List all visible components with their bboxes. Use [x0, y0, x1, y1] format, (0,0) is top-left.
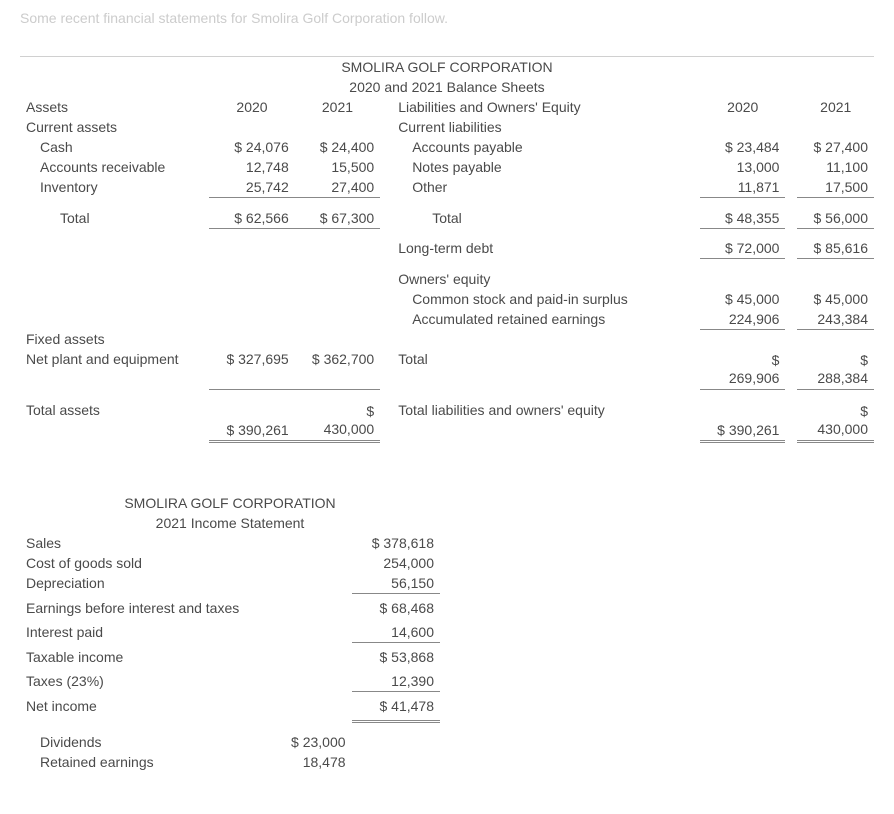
tloe-label: Total liabilities and owners' equity	[392, 400, 670, 442]
tax-label: Taxes (23%)	[20, 671, 258, 692]
cs-label: Common stock and paid-in surplus	[392, 289, 670, 309]
other-2020: 11,871	[700, 177, 785, 198]
other-2021: 17,500	[797, 177, 874, 198]
is-subtitle: 2021 Income Statement	[20, 513, 440, 533]
year-2020-left: 2020	[209, 97, 294, 117]
re-val: 18,478	[272, 752, 351, 772]
ltd-2021: $ 85,616	[797, 238, 874, 259]
oe-label: Owners' equity	[392, 269, 670, 289]
int-val: 14,600	[352, 622, 440, 643]
cash-2021: $ 24,400	[295, 137, 380, 157]
bs-subtitle: 2020 and 2021 Balance Sheets	[20, 77, 874, 97]
sales-label: Sales	[20, 533, 258, 553]
ta-2020: $ 390,261	[209, 400, 294, 442]
cl-total-2021: $ 56,000	[797, 208, 874, 229]
current-liab-label: Current liabilities	[392, 117, 670, 137]
inv-2021: 27,400	[295, 177, 380, 198]
tloe-2021-pre: $	[803, 402, 868, 420]
ti-label: Taxable income	[20, 643, 258, 672]
ar-2021: 15,500	[295, 157, 380, 177]
inv-2020: 25,742	[209, 177, 294, 198]
income-statement-table: SMOLIRA GOLF CORPORATION 2021 Income Sta…	[20, 493, 440, 772]
ap-label: Accounts payable	[392, 137, 670, 157]
npe-2020: $ 327,695	[209, 349, 294, 390]
ni-label: Net income	[20, 692, 258, 722]
oe-total-2021-cell: $ 288,384	[797, 349, 874, 390]
ebit-label: Earnings before interest and taxes	[20, 594, 258, 623]
ltd-label: Long-term debt	[392, 238, 670, 259]
ti-val: $ 53,868	[352, 643, 440, 672]
div-val: $ 23,000	[272, 732, 351, 752]
ap-2020: $ 23,484	[700, 137, 785, 157]
np-label: Notes payable	[392, 157, 670, 177]
are-label: Accumulated retained earnings	[392, 309, 670, 330]
year-2020-right: 2020	[700, 97, 785, 117]
re-label: Retained earnings	[20, 752, 258, 772]
sales-val: $ 378,618	[352, 533, 440, 553]
cash-2020: $ 24,076	[209, 137, 294, 157]
cogs-label: Cost of goods sold	[20, 553, 258, 573]
cogs-val: 254,000	[352, 553, 440, 573]
npe-label: Net plant and equipment	[20, 349, 209, 390]
ca-total-label: Total	[20, 208, 209, 229]
liab-header: Liabilities and Owners' Equity	[392, 97, 670, 117]
oe-total-2020-cell: $ 269,906	[700, 349, 785, 390]
oe-total-2020: 269,906	[706, 369, 779, 387]
cs-2021: $ 45,000	[797, 289, 874, 309]
oe-total-2021-pre: $	[803, 351, 868, 369]
assets-header: Assets	[20, 97, 209, 117]
balance-sheet-table: SMOLIRA GOLF CORPORATION 2020 and 2021 B…	[20, 56, 874, 443]
npe-2021: $ 362,700	[295, 349, 380, 390]
tax-val: 12,390	[352, 671, 440, 692]
cl-total-2020: $ 48,355	[700, 208, 785, 229]
ta-2021-cell: $ 430,000	[295, 400, 380, 442]
ta-2021: 430,000	[301, 420, 374, 438]
year-2021-right: 2021	[797, 97, 874, 117]
tloe-2020: $ 390,261	[700, 400, 785, 442]
other-label: Other	[392, 177, 670, 198]
int-label: Interest paid	[20, 622, 258, 643]
tloe-2021: 430,000	[803, 420, 868, 438]
fa-label: Fixed assets	[20, 329, 209, 349]
div-label: Dividends	[20, 732, 258, 752]
dep-val: 56,150	[352, 573, 440, 594]
cash-label: Cash	[20, 137, 209, 157]
ta-2021-pre: $	[301, 402, 374, 420]
cl-total-label: Total	[392, 208, 670, 229]
ar-2020: 12,748	[209, 157, 294, 177]
cs-2020: $ 45,000	[700, 289, 785, 309]
bs-company: SMOLIRA GOLF CORPORATION	[20, 57, 874, 78]
is-company: SMOLIRA GOLF CORPORATION	[20, 493, 440, 513]
np-2020: 13,000	[700, 157, 785, 177]
ar-label: Accounts receivable	[20, 157, 209, 177]
year-2021-left: 2021	[295, 97, 380, 117]
ni-val: $ 41,478	[352, 692, 440, 722]
np-2021: 11,100	[797, 157, 874, 177]
ca-total-2020: $ 62,566	[209, 208, 294, 229]
tloe-2021-cell: $ 430,000	[797, 400, 874, 442]
inv-label: Inventory	[20, 177, 209, 198]
ltd-2020: $ 72,000	[700, 238, 785, 259]
current-assets-label: Current assets	[20, 117, 209, 137]
oe-total-label: Total	[392, 349, 670, 390]
dep-label: Depreciation	[20, 573, 258, 594]
are-2020: 224,906	[700, 309, 785, 330]
ca-total-2021: $ 67,300	[295, 208, 380, 229]
oe-total-2020-pre: $	[706, 351, 779, 369]
are-2021: 243,384	[797, 309, 874, 330]
intro-text: Some recent financial statements for Smo…	[20, 10, 874, 26]
ta-label: Total assets	[20, 400, 209, 442]
ebit-val: $ 68,468	[352, 594, 440, 623]
oe-total-2021: 288,384	[803, 369, 868, 387]
ap-2021: $ 27,400	[797, 137, 874, 157]
